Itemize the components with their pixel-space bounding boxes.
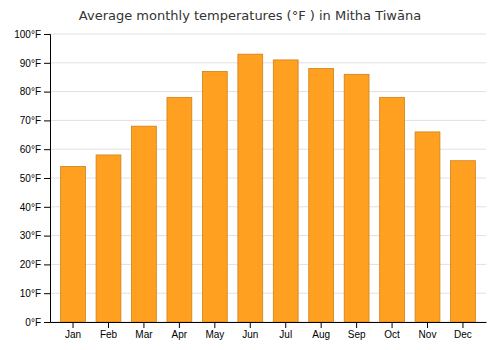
y-tick: 30°F — [20, 230, 50, 241]
tick-mark — [427, 322, 428, 328]
tick-mark — [44, 34, 50, 35]
x-tick: Oct — [384, 322, 400, 340]
y-tick: 20°F — [20, 259, 50, 270]
tick-label: Oct — [384, 329, 400, 340]
tick-mark — [462, 322, 463, 328]
x-tick: Nov — [419, 322, 437, 340]
x-tick: Dec — [454, 322, 472, 340]
bar — [273, 60, 298, 322]
tick-label: 70°F — [20, 115, 41, 126]
chart: Average monthly temperatures (°F ) in Mi… — [0, 0, 500, 350]
x-axis: Jan Feb Mar Apr May Jun Jul Aug Sep Oct Nov Dec — [51, 322, 487, 340]
x-tick: Feb — [100, 322, 118, 340]
tick-mark — [214, 322, 215, 328]
bar — [415, 132, 440, 322]
tick-label: Sep — [348, 329, 366, 340]
y-tick: 100°F — [14, 29, 50, 40]
y-tick: 40°F — [20, 202, 50, 213]
tick-mark — [73, 322, 74, 328]
tick-label: 30°F — [20, 230, 41, 241]
x-tick: Sep — [348, 322, 366, 340]
y-tick: 80°F — [20, 86, 50, 97]
tick-mark — [250, 322, 251, 328]
tick-label: Aug — [312, 329, 330, 340]
plot: Jan Feb Mar Apr May Jun Jul Aug Sep Oct Nov Dec 0°F 1… — [14, 29, 486, 340]
tick-label: Jun — [242, 329, 258, 340]
bar — [309, 69, 334, 322]
bar — [202, 71, 227, 322]
tick-label: 60°F — [20, 144, 41, 155]
tick-label: Mar — [135, 329, 153, 340]
grid-line — [50, 62, 486, 63]
grid-line — [50, 120, 486, 121]
tick-label: 10°F — [20, 288, 41, 299]
bar — [167, 97, 192, 322]
tick-mark — [44, 322, 50, 323]
tick-mark — [44, 293, 50, 294]
bar — [132, 126, 157, 322]
y-tick: 10°F — [20, 288, 50, 299]
tick-mark — [179, 322, 180, 328]
x-tick: May — [205, 322, 224, 340]
tick-label: Apr — [172, 329, 188, 340]
grid-line — [50, 91, 486, 92]
tick-mark — [44, 120, 50, 121]
tick-label: Jan — [65, 329, 81, 340]
tick-label: Feb — [100, 329, 118, 340]
grid-line — [50, 34, 486, 35]
tick-mark — [44, 264, 50, 265]
tick-mark — [44, 149, 50, 150]
tick-mark — [44, 207, 50, 208]
tick-mark — [44, 236, 50, 237]
tick-mark — [392, 322, 393, 328]
tick-label: 20°F — [20, 259, 41, 270]
tick-label: 90°F — [20, 58, 41, 69]
tick-label: 100°F — [14, 29, 41, 40]
tick-mark — [285, 322, 286, 328]
tick-label: Jul — [279, 329, 292, 340]
grid — [50, 34, 486, 322]
x-tick: Jan — [65, 322, 81, 340]
bar — [344, 74, 369, 322]
tick-label: Nov — [419, 329, 437, 340]
y-tick: 90°F — [20, 58, 50, 69]
x-tick: Mar — [135, 322, 153, 340]
axis-line — [51, 322, 487, 323]
bar — [96, 155, 121, 322]
tick-label: 0°F — [25, 317, 41, 328]
tick-label: May — [205, 329, 224, 340]
bar — [451, 161, 476, 322]
y-tick: 60°F — [20, 144, 50, 155]
tick-label: Dec — [454, 329, 472, 340]
bar — [61, 166, 86, 322]
bar — [380, 97, 405, 322]
tick-mark — [108, 322, 109, 328]
axis-line — [44, 35, 51, 323]
x-tick: Aug — [312, 322, 330, 340]
title: Average monthly temperatures (°F ) in Mi… — [79, 8, 421, 23]
tick-label: 50°F — [20, 173, 41, 184]
x-tick: Apr — [172, 322, 188, 340]
tick-mark — [356, 322, 357, 328]
tick-mark — [44, 63, 50, 64]
tick-mark — [143, 322, 144, 328]
bar — [238, 54, 263, 322]
y-tick: 0°F — [25, 317, 50, 328]
tick-label: 80°F — [20, 86, 41, 97]
y-axis: 0°F 10°F 20°F 30°F 40°F 50°F 60°F 70°F 80°F 90°F 1… — [14, 29, 50, 328]
tick-mark — [321, 322, 322, 328]
tick-mark — [44, 178, 50, 179]
x-tick: Jun — [242, 322, 258, 340]
tick-mark — [44, 92, 50, 93]
y-tick: 70°F — [20, 115, 50, 126]
y-tick: 50°F — [20, 173, 50, 184]
bars — [61, 54, 476, 322]
x-tick: Jul — [279, 322, 292, 340]
tick-label: 40°F — [20, 202, 41, 213]
